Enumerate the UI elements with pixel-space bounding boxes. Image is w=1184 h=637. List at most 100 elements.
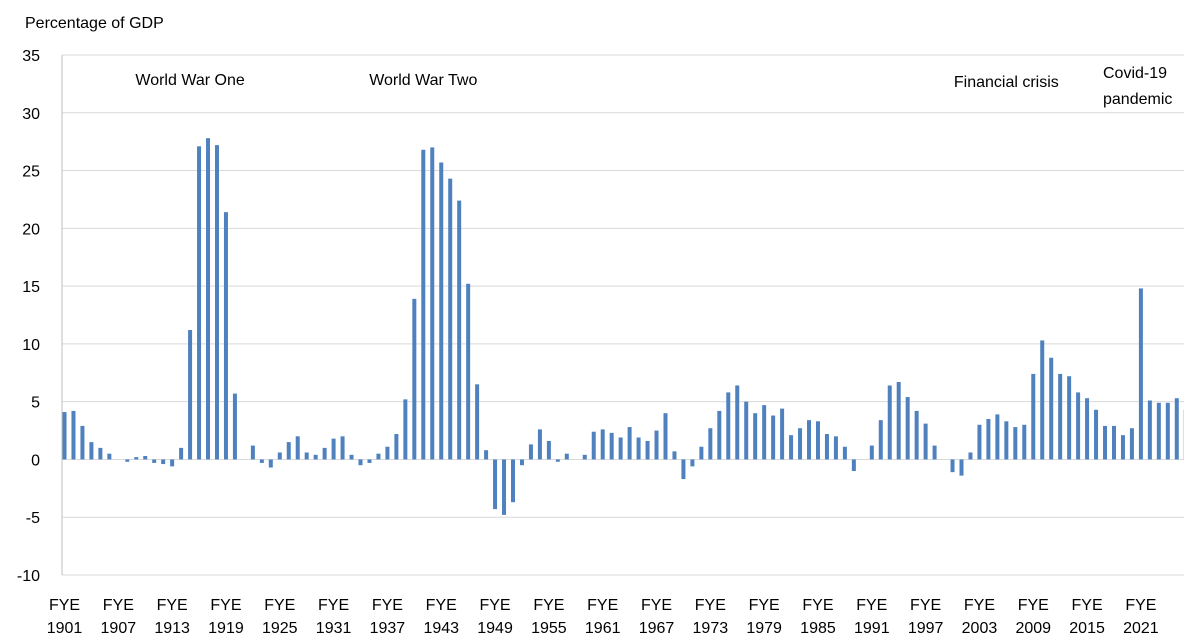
bar [564, 453, 569, 460]
bar [986, 419, 991, 460]
y-tick-label: 10 [22, 337, 40, 354]
bar [923, 423, 928, 460]
y-tick-label: 0 [31, 452, 40, 469]
bar [367, 459, 372, 463]
bar [331, 438, 336, 460]
bar [878, 420, 883, 460]
bar [771, 415, 776, 460]
bar [582, 454, 587, 460]
bar [627, 427, 632, 460]
bar [376, 453, 381, 460]
x-tick-prefix: FYE [587, 597, 618, 614]
bar [1067, 376, 1072, 460]
bar [1138, 288, 1143, 460]
x-tick-prefix: FYE [1018, 597, 1049, 614]
x-tick-prefix: FYE [1072, 597, 1103, 614]
bar [1013, 427, 1018, 460]
bar [259, 459, 264, 463]
bar [1111, 425, 1116, 460]
x-tick-prefix: FYE [103, 597, 134, 614]
y-axis-label: Percentage of GDP [25, 15, 164, 32]
bar [519, 459, 524, 466]
x-tick-label: 1901 [47, 620, 83, 637]
bar [161, 459, 166, 465]
bar [1120, 435, 1125, 460]
bar [959, 459, 964, 476]
bar [295, 436, 300, 460]
x-tick-label: 1937 [370, 620, 406, 637]
x-tick-prefix: FYE [49, 597, 80, 614]
x-axis-ticks: FYE 1901 FYE 1907 FYE 1913 FYE 1919 FYE 1925 FYE 19… [47, 597, 1159, 637]
annotation-label: Covid-19 [1103, 65, 1167, 82]
bar [726, 392, 731, 460]
bar [223, 212, 228, 460]
bar [968, 452, 973, 460]
x-tick-label: 1985 [800, 620, 836, 637]
bar [250, 445, 255, 460]
bar [896, 382, 901, 460]
bar [1031, 373, 1036, 460]
bar [466, 283, 471, 460]
gridlines [62, 54, 1184, 576]
x-tick-label: 2003 [962, 620, 998, 637]
bar [555, 459, 560, 462]
bar [636, 437, 641, 460]
bar [887, 385, 892, 460]
bar [1165, 402, 1170, 460]
bar [143, 455, 148, 460]
bar [807, 420, 812, 460]
bar [869, 445, 874, 460]
bar [600, 429, 605, 460]
x-tick-label: 2015 [1069, 620, 1105, 637]
bar [645, 440, 650, 460]
bar [780, 408, 785, 460]
bar [672, 451, 677, 460]
annotation-label: World War One [135, 72, 244, 89]
bar [717, 410, 722, 460]
bar [744, 401, 749, 460]
bar [618, 437, 623, 460]
bar [1004, 421, 1009, 460]
bar [71, 410, 76, 460]
x-tick-prefix: FYE [533, 597, 564, 614]
x-tick-prefix: FYE [856, 597, 887, 614]
bar [681, 459, 686, 480]
x-tick-prefix: FYE [910, 597, 941, 614]
bar [1076, 392, 1081, 460]
bar [699, 446, 704, 460]
bar [439, 162, 444, 460]
x-tick-label: 1943 [423, 620, 459, 637]
x-tick-label: 1919 [208, 620, 244, 637]
x-tick-label: 1979 [746, 620, 782, 637]
bar [762, 405, 767, 460]
bar [654, 430, 659, 460]
bar [232, 393, 237, 460]
y-tick-label: 30 [22, 106, 40, 123]
bar [1174, 398, 1179, 460]
bar [950, 459, 955, 473]
x-tick-prefix: FYE [802, 597, 833, 614]
bar [475, 384, 480, 460]
bar [609, 432, 614, 460]
bar [798, 428, 803, 460]
x-tick-prefix: FYE [641, 597, 672, 614]
bar [430, 147, 435, 460]
bar [1094, 409, 1099, 460]
bar [1129, 428, 1134, 460]
x-tick-prefix: FYE [426, 597, 457, 614]
x-tick-label: 1967 [639, 620, 675, 637]
bar [179, 447, 184, 460]
x-tick-prefix: FYE [479, 597, 510, 614]
bar [1103, 425, 1108, 460]
bar [448, 178, 453, 460]
x-tick-label: 2009 [1015, 620, 1051, 637]
bar [537, 429, 542, 460]
x-tick-prefix: FYE [372, 597, 403, 614]
bar [905, 397, 910, 460]
x-tick-label: 1931 [316, 620, 352, 637]
bar [663, 413, 668, 460]
bar [170, 459, 175, 467]
bar [313, 454, 318, 460]
bar [833, 436, 838, 460]
bar [268, 459, 273, 468]
